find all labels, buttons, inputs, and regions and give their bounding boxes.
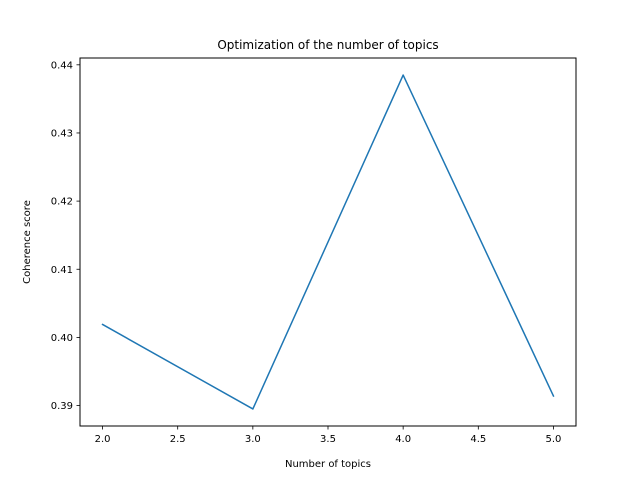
x-tick-label: 4.0	[395, 434, 411, 445]
y-tick-label: 0.41	[51, 265, 73, 276]
y-tick-label: 0.43	[51, 128, 73, 139]
x-tick-label: 3.5	[320, 434, 336, 445]
y-tick-label: 0.44	[51, 60, 73, 71]
x-tick-label: 4.5	[470, 434, 486, 445]
x-tick-label: 2.0	[95, 434, 111, 445]
y-axis-label: Coherence score	[22, 200, 33, 284]
x-tick-label: 2.5	[170, 434, 186, 445]
chart-title: Optimization of the number of topics	[217, 38, 438, 52]
x-tick-label: 5.0	[546, 434, 562, 445]
y-axis-ticks: 0.39 0.40 0.41 0.42 0.43 0.44	[51, 60, 80, 412]
y-tick-label: 0.39	[51, 401, 73, 412]
y-tick-label: 0.40	[51, 333, 73, 344]
series-layer	[101, 74, 555, 410]
y-tick-label: 0.42	[51, 197, 73, 208]
x-tick-label: 3.0	[245, 434, 261, 445]
x-axis-ticks: 2.0 2.5 3.0 3.5 4.0 4.5 5.0	[95, 426, 562, 445]
x-axis-label: Number of topics	[285, 459, 371, 470]
series-line	[101, 74, 555, 410]
